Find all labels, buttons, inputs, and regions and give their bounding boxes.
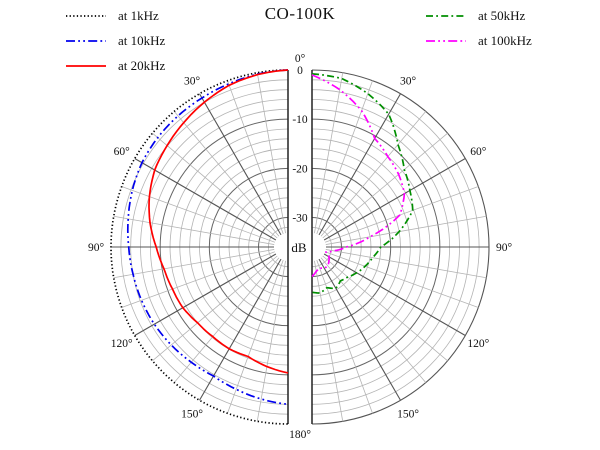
polar-grid-left [111,70,289,424]
angle-label-90: 90° [496,242,513,254]
legend-item-label: at 50kHz [478,7,526,23]
db-tick-20: -20 [292,163,308,175]
legend-dotted-line-icon [66,14,106,17]
major-spoke [134,158,277,241]
minor-spoke [325,215,487,245]
angle-label-120: 120° [111,338,133,350]
legend-item-label: at 20kHz [118,57,166,73]
legend-item-label: at 1kHz [118,7,159,23]
angle-label-90: 90° [88,242,105,254]
major-spoke [318,258,401,401]
angle-label-0: 0° [295,53,306,65]
curve-at-100kHz [311,74,406,278]
minor-spoke [320,257,427,383]
major-spoke [323,158,466,241]
angle-label-60: 60° [470,146,487,158]
legend-item-label: at 10kHz [118,32,166,48]
curve-at-50kHz [311,73,414,294]
angle-label-180: 180° [289,429,311,441]
minor-spoke [314,260,344,422]
db-tick-0: 0 [297,65,303,77]
db-axis-label: dB [291,240,307,255]
minor-spoke [320,111,427,237]
legend-item: at 100kHz [424,28,532,53]
minor-spoke [173,111,280,237]
page-title: CO-100K [264,4,336,23]
minor-spoke [113,215,275,245]
minor-spoke [325,251,479,308]
curve-at-1kHz [110,69,289,425]
minor-spoke [325,249,487,279]
db-tick-30: -30 [292,213,308,225]
minor-spoke [227,80,284,234]
legend-dashdotdot-line-icon [66,39,106,42]
major-spoke [199,93,282,236]
legend-item: at 1kHz [64,3,165,28]
angle-label-120: 120° [467,338,489,350]
minor-spoke [152,255,278,362]
minor-spoke [152,132,278,239]
minor-spoke [256,72,286,234]
major-spoke [323,253,466,336]
minor-spoke [113,249,275,279]
minor-spoke [314,72,344,234]
minor-spoke [256,260,286,422]
major-spoke [199,258,282,401]
legend-item: at 50kHz [424,3,532,28]
polar-grid-right [311,69,490,425]
angle-label-60: 60° [114,146,131,158]
legend-item-label: at 100kHz [478,32,532,48]
major-spoke [134,253,277,336]
db-tick-10: -10 [292,114,308,126]
angle-label-150: 150° [181,408,203,420]
legend-dashdotdot-line-icon [426,39,466,42]
angle-label-30: 30° [400,76,417,88]
curve-at-10kHz [126,69,289,406]
angle-label-30: 30° [184,76,201,88]
minor-spoke [316,260,373,414]
minor-spoke [322,132,448,239]
minor-spoke [227,260,284,414]
legend-dashdot-line-icon [426,14,466,17]
legend-item: at 10kHz [64,28,165,53]
legend-left: at 1kHz at 10kHz at 20kHz [64,3,165,78]
minor-spoke [121,186,275,243]
curve-at-20kHz [148,69,289,374]
legend-right: at 50kHz at 100kHz [424,3,532,53]
minor-spoke [322,255,448,362]
legend-solid-line-icon [66,64,106,67]
minor-spoke [121,251,275,308]
minor-spoke [325,186,479,243]
legend-item: at 20kHz [64,53,165,78]
major-spoke [318,93,401,236]
minor-spoke [316,80,373,234]
minor-spoke [173,257,280,383]
angle-label-150: 150° [397,408,419,420]
